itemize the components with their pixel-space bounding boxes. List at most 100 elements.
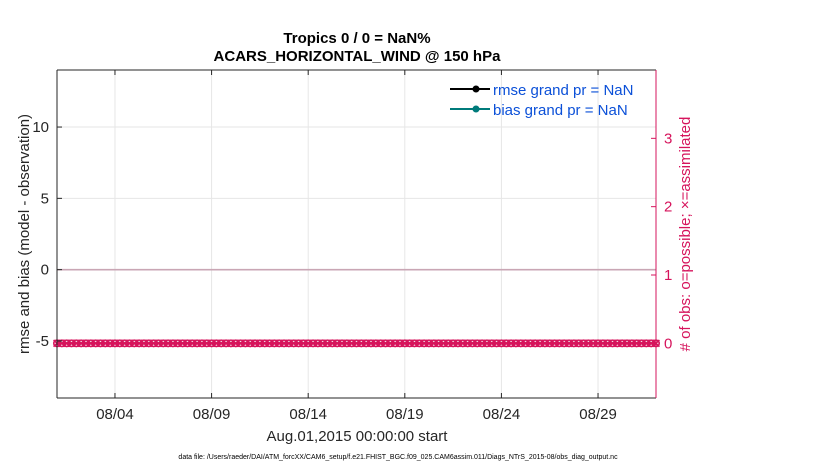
obs-possible-point (72, 339, 81, 348)
obs-possible-point (62, 339, 71, 348)
obs-possible-point (207, 339, 216, 348)
obs-possible-point (226, 339, 235, 348)
obs-possible-point (217, 339, 226, 348)
obs-possible-point (106, 339, 115, 348)
obs-possible-point (531, 339, 540, 348)
obs-possible-point (241, 339, 250, 348)
obs-possible-point (304, 339, 313, 348)
obs-possible-point (333, 339, 342, 348)
obs-possible-point (260, 339, 269, 348)
chart-title-line2: ACARS_HORIZONTAL_WIND @ 150 hPa (214, 48, 502, 65)
obs-possible-point (265, 339, 274, 348)
obs-possible-point (603, 339, 612, 348)
obs-possible-point (130, 339, 139, 348)
left-tick-label: 0 (41, 262, 49, 279)
obs-possible-point (574, 339, 583, 348)
obs-possible-point (91, 339, 100, 348)
obs-possible-point (569, 339, 578, 348)
obs-possible-point (429, 339, 438, 348)
obs-possible-point (424, 339, 433, 348)
left-tick-label: 10 (32, 119, 49, 136)
obs-possible-point (347, 339, 356, 348)
obs-possible-point (188, 339, 197, 348)
obs-possible-point (613, 339, 622, 348)
obs-possible-point (313, 339, 322, 348)
obs-possible-point (632, 339, 641, 348)
obs-possible-point (202, 339, 211, 348)
obs-possible-point (139, 339, 148, 348)
obs-possible-point (328, 339, 337, 348)
legend-bias-label: bias grand pr = NaN (493, 102, 628, 119)
obs-possible-point (565, 339, 574, 348)
x-tick-label: 08/04 (96, 406, 134, 423)
obs-possible-point (637, 339, 646, 348)
obs-possible-point (96, 339, 105, 348)
obs-possible-point (463, 339, 472, 348)
left-axis-ticks: -5 0 5 10 (32, 119, 62, 350)
obs-possible-point (608, 339, 617, 348)
obs-possible-point (67, 339, 76, 348)
obs-possible-point (376, 339, 385, 348)
obs-possible-point (511, 339, 520, 348)
obs-possible-point (536, 339, 545, 348)
obs-possible-point (197, 339, 206, 348)
left-axis-label: rmse and bias (model - observation) (16, 114, 33, 354)
obs-possible-point (236, 339, 245, 348)
legend: rmse grand pr = NaN bias grand pr = NaN (450, 82, 633, 119)
obs-possible-point (183, 339, 192, 348)
obs-possible-point (521, 339, 530, 348)
obs-possible-point (352, 339, 361, 348)
obs-possible-point (381, 339, 390, 348)
obs-possible-point (550, 339, 559, 348)
left-tick-label: 5 (41, 190, 49, 207)
obs-series (52, 339, 660, 348)
obs-possible-point (545, 339, 554, 348)
obs-possible-point (338, 339, 347, 348)
obs-possible-point (115, 339, 124, 348)
obs-possible-point (420, 339, 429, 348)
obs-possible-point (81, 339, 90, 348)
obs-possible-point (410, 339, 419, 348)
left-tick-label: -5 (36, 333, 49, 350)
legend-rmse-marker (472, 85, 480, 93)
obs-possible-point (362, 339, 371, 348)
obs-possible-point (458, 339, 467, 348)
x-tick-label: 08/24 (483, 406, 521, 423)
obs-possible-point (294, 339, 303, 348)
obs-possible-point (357, 339, 366, 348)
right-tick-label: 3 (664, 130, 672, 147)
obs-possible-point (371, 339, 380, 348)
obs-possible-point (478, 339, 487, 348)
right-tick-label: 1 (664, 267, 672, 284)
obs-possible-point (487, 339, 496, 348)
x-tick-label: 08/29 (579, 406, 617, 423)
obs-possible-point (318, 339, 327, 348)
obs-possible-point (144, 339, 153, 348)
obs-possible-point (584, 339, 593, 348)
x-axis-ticks: 08/04 08/09 08/14 08/19 08/24 08/29 (96, 70, 617, 423)
legend-bias-marker (472, 105, 480, 113)
obs-possible-point (391, 339, 400, 348)
obs-possible-point (164, 339, 173, 348)
obs-possible-point (135, 339, 144, 348)
obs-possible-point (280, 339, 289, 348)
obs-possible-point (449, 339, 458, 348)
x-tick-label: 08/09 (193, 406, 231, 423)
obs-possible-point (627, 339, 636, 348)
obs-possible-point (526, 339, 535, 348)
obs-possible-point (415, 339, 424, 348)
obs-possible-point (366, 339, 375, 348)
obs-possible-point (598, 339, 607, 348)
obs-possible-point (439, 339, 448, 348)
obs-possible-point (246, 339, 255, 348)
obs-possible-point (168, 339, 177, 348)
obs-possible-point (149, 339, 158, 348)
obs-possible-point (502, 339, 511, 348)
obs-possible-point (468, 339, 477, 348)
obs-possible-point (212, 339, 221, 348)
obs-possible-point (270, 339, 279, 348)
x-tick-label: 08/14 (289, 406, 327, 423)
obs-possible-point (444, 339, 453, 348)
obs-possible-point (492, 339, 501, 348)
